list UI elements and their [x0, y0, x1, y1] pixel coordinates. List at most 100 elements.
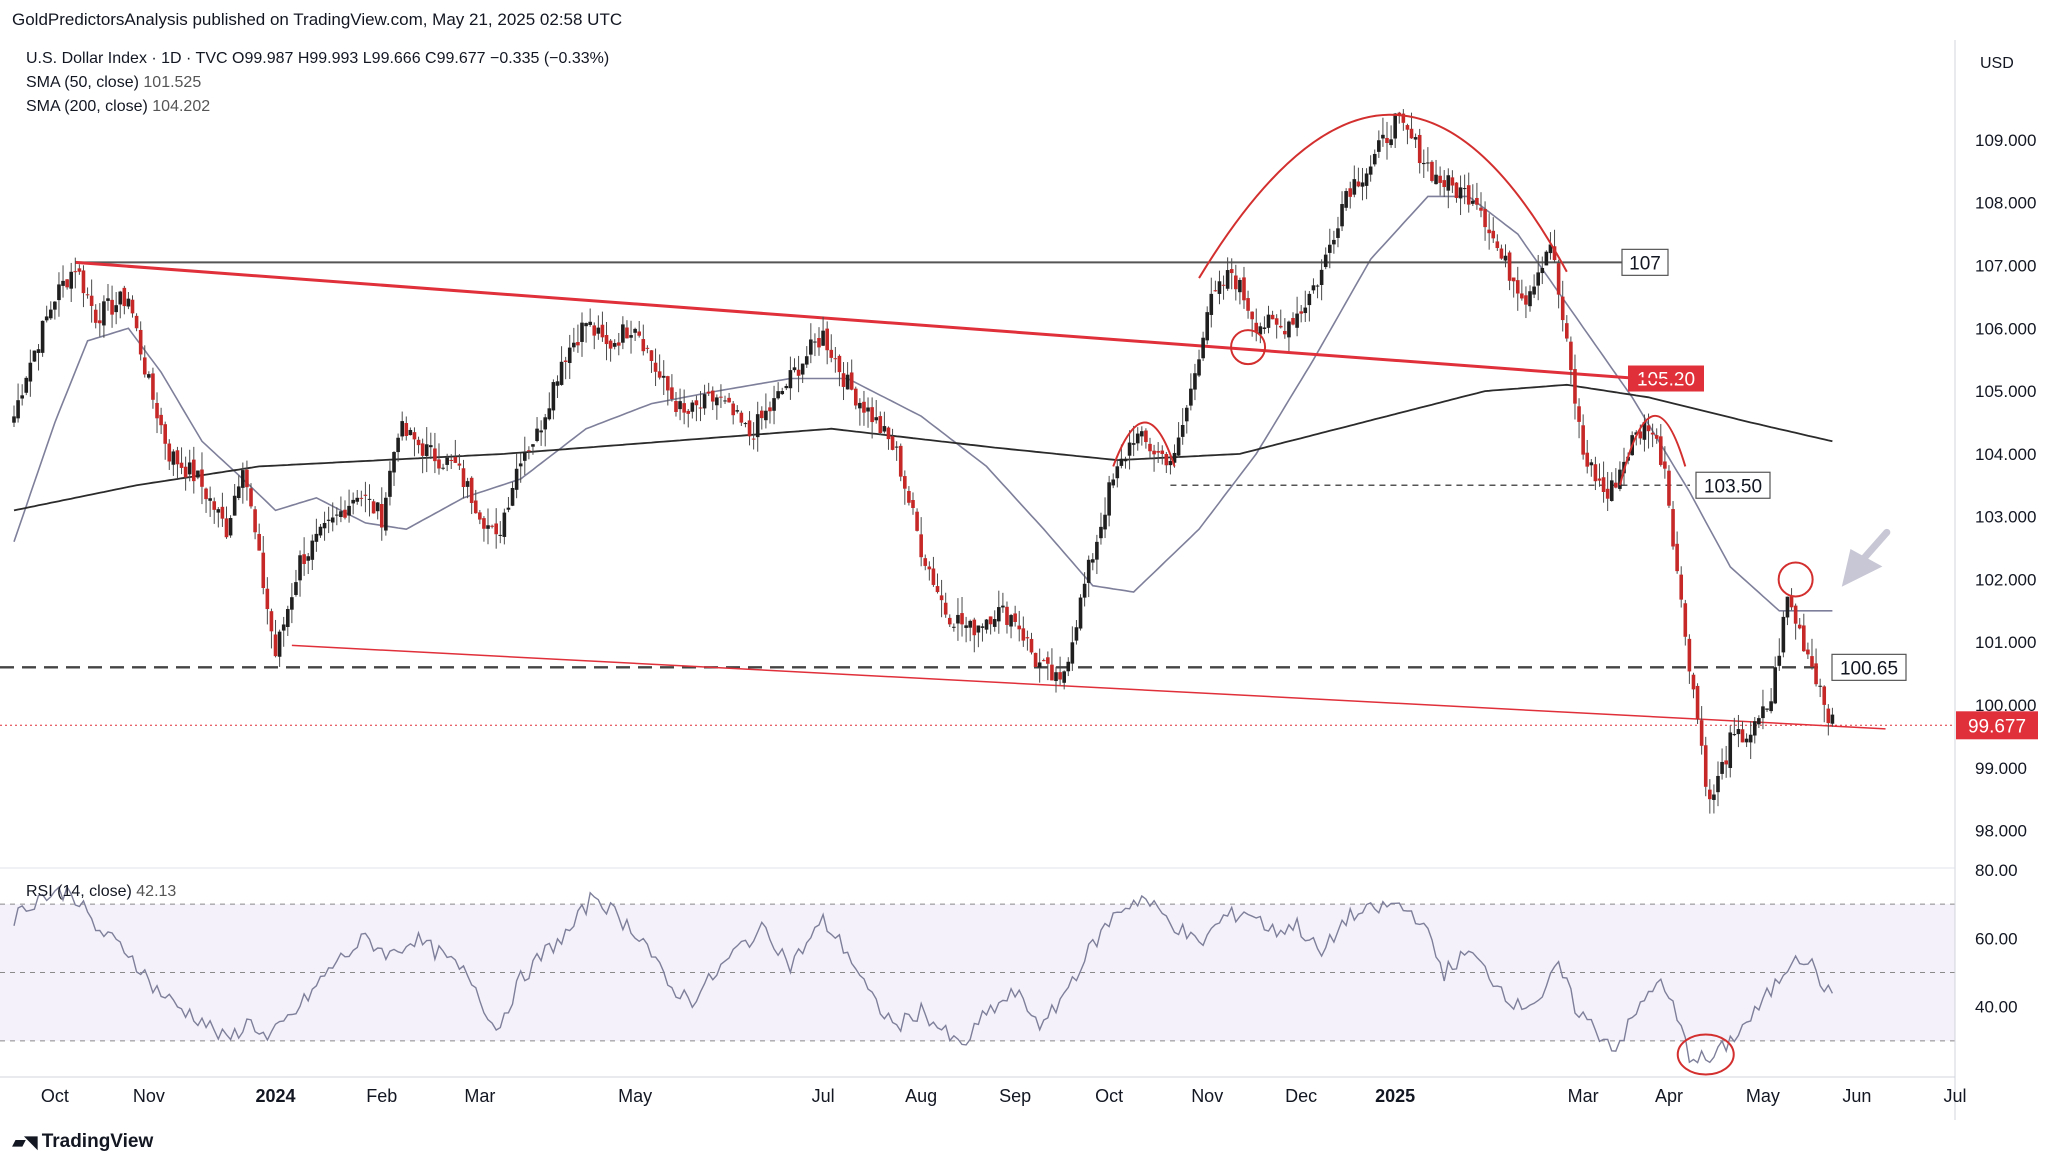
x-tick-label: 2024	[256, 1086, 296, 1106]
candle	[1565, 315, 1569, 342]
candle-body	[318, 526, 323, 536]
x-tick-label: Jul	[1943, 1086, 1966, 1106]
candle	[1511, 277, 1516, 298]
candle	[907, 486, 911, 506]
candle-body	[1160, 450, 1165, 454]
candle-body	[723, 400, 727, 402]
candle	[1025, 630, 1030, 651]
candle-body	[1454, 182, 1459, 198]
candle	[236, 475, 241, 501]
candle-body	[792, 367, 797, 371]
candle-body	[253, 509, 257, 533]
candle-body	[1356, 181, 1361, 187]
candle-body	[1037, 662, 1042, 668]
tradingview-brand[interactable]: ▰◥ TradingView	[12, 1131, 153, 1153]
candle	[1013, 605, 1017, 627]
candle	[1262, 316, 1267, 334]
candle	[1046, 651, 1050, 681]
candle	[379, 487, 384, 541]
candle	[898, 443, 903, 482]
candle	[518, 453, 523, 483]
candle-body	[486, 525, 490, 529]
y-tick-label: 106.000	[1975, 319, 2036, 338]
candle	[768, 401, 772, 424]
candle	[1430, 160, 1434, 183]
candle-body	[678, 401, 682, 410]
candle	[179, 447, 184, 475]
candle	[600, 311, 605, 342]
candle-body	[1172, 452, 1177, 463]
candle-body	[1716, 775, 1720, 793]
candle	[1287, 320, 1291, 352]
candle-body	[1009, 615, 1013, 627]
candle-body	[657, 371, 662, 378]
candle	[114, 292, 118, 325]
rsi-legend[interactable]: RSI (14, close) 42.13	[26, 883, 176, 901]
candle	[204, 487, 208, 513]
candle	[588, 308, 592, 327]
candle	[997, 590, 1001, 634]
candle-body	[73, 271, 78, 273]
candle	[457, 453, 462, 471]
candle	[138, 321, 143, 361]
candle	[134, 313, 139, 332]
candle-body	[821, 330, 825, 346]
candle	[947, 614, 952, 627]
candle-body	[898, 445, 903, 477]
sma50-legend[interactable]: SMA (50, close) 101.525	[26, 74, 201, 92]
candle	[1005, 601, 1009, 634]
candle-body	[310, 540, 315, 560]
candle-body	[1736, 729, 1741, 735]
candle-body	[510, 488, 515, 506]
candle-body	[1548, 244, 1553, 254]
candle-body	[1671, 509, 1675, 547]
candle	[1703, 736, 1708, 797]
candle-body	[531, 444, 535, 447]
candle	[1740, 721, 1745, 743]
candle	[1720, 748, 1724, 780]
candle	[437, 443, 441, 475]
candle-body	[527, 450, 531, 452]
candle-body	[1515, 280, 1520, 294]
candle-body	[621, 324, 625, 343]
candle	[559, 346, 564, 386]
brand-label: TradingView	[41, 1131, 154, 1152]
candle	[396, 433, 400, 462]
candle-body	[1806, 649, 1810, 655]
candle	[1499, 244, 1504, 260]
candle	[1303, 290, 1308, 322]
candle	[142, 345, 147, 378]
symbol-legend[interactable]: U.S. Dollar Index · 1D · TVC O99.987 H99…	[26, 50, 609, 68]
candle	[265, 577, 270, 625]
candle	[1299, 304, 1303, 323]
candle	[1372, 149, 1377, 167]
candle-body	[1115, 466, 1120, 479]
candle	[261, 536, 266, 595]
sma200-legend[interactable]: SMA (200, close) 104.202	[26, 98, 210, 116]
y-tick-label: 109.000	[1975, 131, 2036, 150]
candle-body	[1687, 638, 1692, 672]
candle	[890, 428, 895, 451]
candle	[1250, 311, 1254, 337]
x-tick-label: May	[1746, 1086, 1780, 1106]
candle	[886, 426, 891, 450]
candle	[359, 490, 364, 507]
level-box	[1695, 471, 1771, 499]
candle	[572, 327, 576, 352]
candle	[1744, 733, 1749, 748]
candle	[1074, 620, 1079, 645]
candle	[167, 439, 172, 470]
candle-body	[433, 448, 437, 462]
candle	[257, 523, 261, 551]
candle	[686, 408, 691, 428]
sma50-line	[13, 195, 1833, 612]
candle	[106, 284, 110, 311]
candle	[1471, 184, 1475, 207]
candle	[118, 290, 123, 319]
candle-body	[1319, 269, 1324, 285]
candle-body	[1593, 464, 1598, 482]
candle-body	[1046, 657, 1050, 664]
candle	[788, 356, 793, 400]
candle-body	[416, 439, 421, 446]
